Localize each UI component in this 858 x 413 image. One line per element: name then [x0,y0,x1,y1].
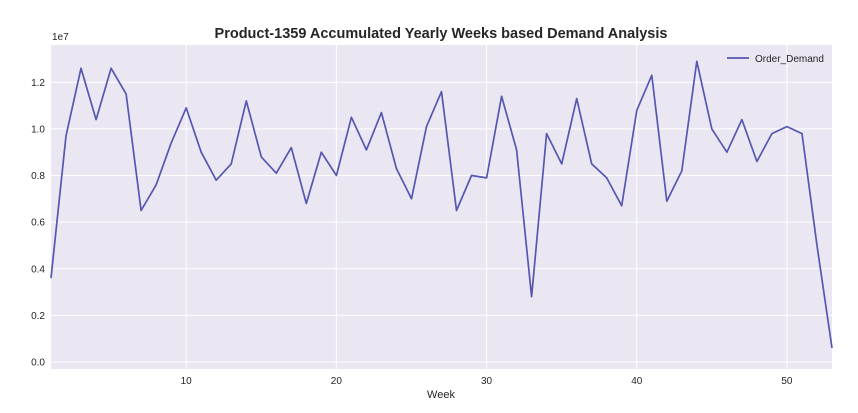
series-line-order-demand [50,60,833,349]
x-axis-label: Week [427,389,455,401]
y-tick-label: 1.2 [31,78,45,89]
tick-labels: 0.0 0.2 0.4 0.6 0.8 1.0 1.2 10 20 30 40 50 [31,78,793,387]
y-tick-label: 1.0 [31,124,45,135]
y-tick-label: 0.6 [31,218,45,229]
legend: Order_Demand [727,54,824,65]
y-offset-label: 1e7 [52,32,69,43]
x-tick-label: 20 [331,376,343,387]
chart-title: Product-1359 Accumulated Yearly Weeks ba… [215,26,668,42]
x-tick-label: 50 [781,376,793,387]
x-tick-label: 10 [181,376,193,387]
y-tick-label: 0.8 [31,171,45,182]
y-tick-label: 0.2 [31,311,45,322]
x-tick-label: 40 [631,376,643,387]
legend-label-order-demand: Order_Demand [755,54,824,65]
y-tick-label: 0.4 [31,264,45,275]
x-tick-label: 30 [481,376,493,387]
series-layer [50,60,833,349]
y-tick-label: 0.0 [31,358,45,369]
